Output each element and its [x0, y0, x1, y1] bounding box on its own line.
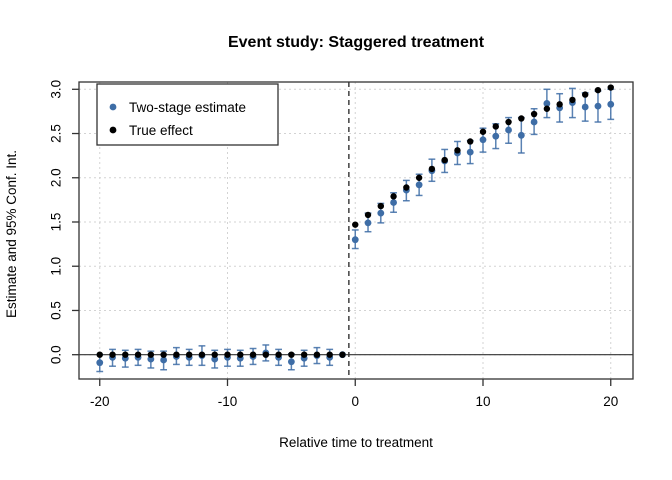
estimate-point [594, 102, 602, 110]
y-tick-label: 1.5 [49, 213, 64, 232]
true-effect-point [543, 105, 551, 112]
true-effect-point [479, 128, 487, 135]
true-effect-point [390, 193, 397, 200]
estimate-point [415, 181, 423, 189]
estimate-point [390, 199, 397, 206]
y-tick-label: 1.0 [49, 257, 64, 276]
true-effect-point [364, 211, 372, 219]
true-effect-point [415, 174, 423, 181]
estimate-point [492, 132, 500, 140]
true-effect-point [454, 147, 461, 154]
estimate-point [287, 358, 295, 366]
true-effect-point [211, 351, 218, 358]
estimate-point [96, 359, 104, 367]
true-effect-point [556, 101, 563, 108]
estimate-point [581, 103, 589, 111]
x-tick-label: 0 [351, 394, 359, 409]
legend-marker-estimate-icon [109, 103, 117, 111]
estimate-point [543, 100, 551, 107]
y-tick-label: 0.5 [49, 301, 64, 320]
true-effect-point [518, 115, 525, 122]
x-tick-label: -20 [90, 394, 110, 409]
axis-ticks-layer [72, 88, 612, 386]
tick-labels-layer: -20 -10 0 10 20 0.0 0.5 1.0 1.5 2.0 2.5 3.0 [49, 80, 619, 409]
true-effect-point [109, 351, 116, 358]
true-effect-point [326, 351, 333, 358]
true-effect-point [313, 351, 321, 358]
true-effect-point [428, 165, 436, 173]
true-effect-point [224, 351, 231, 358]
x-tick-label: -10 [218, 394, 238, 409]
true-effect-point [147, 351, 155, 358]
true-effect-point [198, 351, 206, 358]
true-effect-point [492, 123, 499, 130]
estimate-point [466, 148, 474, 156]
chart-title: Event study: Staggered treatment [228, 34, 485, 51]
true-effect-point [160, 351, 167, 358]
true-effect-point [569, 96, 576, 104]
true-effect-point [505, 118, 512, 126]
x-tick-label: 10 [475, 394, 490, 409]
true-effect-point [288, 351, 295, 358]
legend-marker-true-icon [109, 126, 117, 134]
true-effect-point [122, 351, 129, 358]
estimate-point [479, 136, 487, 144]
y-tick-label: 2.5 [49, 124, 64, 143]
true-effect-point [173, 351, 180, 358]
y-axis-label: Estimate and 95% Conf. Int. [4, 150, 19, 318]
true-effect-point [530, 110, 538, 118]
true-effect-point [441, 156, 448, 164]
true-effect-point [96, 351, 103, 358]
true-effect-points-layer [96, 84, 614, 358]
estimate-point [351, 236, 359, 244]
y-tick-label: 2.0 [49, 168, 64, 187]
estimate-point [607, 100, 615, 108]
estimate-point [377, 209, 385, 217]
true-effect-point [275, 351, 282, 358]
true-effect-point [134, 351, 142, 358]
true-effect-point [352, 221, 359, 228]
reference-lines-layer [79, 82, 633, 379]
estimate-point [517, 131, 525, 139]
legend-label-estimate: Two-stage estimate [129, 100, 246, 115]
x-tick-label: 20 [603, 394, 618, 409]
true-effect-point [467, 138, 474, 145]
estimate-point [160, 356, 168, 364]
legend-label-true: True effect [129, 123, 193, 138]
true-effect-point [403, 184, 410, 191]
y-tick-label: 0.0 [49, 345, 64, 364]
estimate-point [211, 355, 219, 363]
plot-border [78, 81, 634, 380]
true-effect-point [185, 351, 193, 358]
true-effect-point [339, 351, 346, 358]
true-effect-point [300, 351, 308, 358]
x-axis-label: Relative time to treatment [279, 435, 433, 450]
true-effect-point [237, 351, 244, 358]
legend-box [96, 83, 279, 146]
true-effect-point [262, 351, 270, 358]
estimate-point [530, 118, 538, 126]
y-tick-label: 3.0 [49, 80, 64, 99]
true-effect-point [249, 351, 257, 358]
estimate-point [364, 219, 372, 227]
true-effect-point [594, 86, 602, 94]
legend: Two-stage estimate True effect [96, 83, 279, 146]
true-effect-point [377, 202, 384, 210]
estimate-point [505, 126, 512, 134]
true-effect-point [607, 84, 614, 91]
true-effect-point [582, 91, 589, 98]
estimate-point [147, 355, 155, 363]
